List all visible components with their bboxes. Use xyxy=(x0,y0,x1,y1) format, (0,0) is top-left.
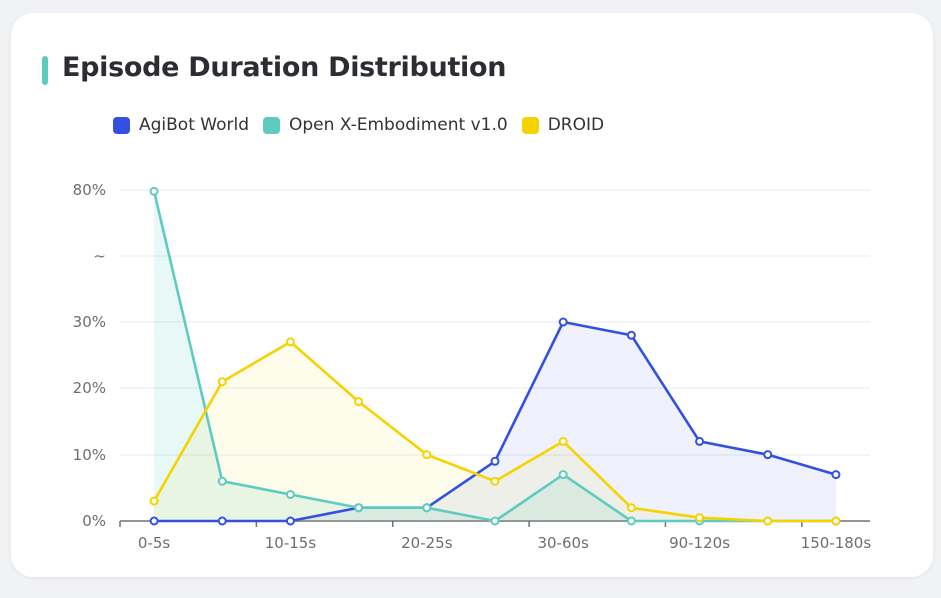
data-point xyxy=(217,377,227,387)
data-point xyxy=(422,450,432,460)
y-tick-label: 30% xyxy=(73,313,106,331)
data-point xyxy=(558,436,568,446)
data-point xyxy=(490,456,500,466)
data-point xyxy=(558,317,568,327)
data-point xyxy=(695,436,705,446)
data-point xyxy=(149,186,159,196)
x-tick-label: 10-15s xyxy=(265,534,317,552)
legend-swatch xyxy=(113,116,130,134)
x-tick-label: 90-120s xyxy=(669,534,730,552)
y-tick-label: 80% xyxy=(73,181,106,199)
x-tick-label: 30-60s xyxy=(537,534,589,552)
data-point xyxy=(558,470,568,480)
data-point xyxy=(831,516,841,526)
legend-swatch xyxy=(521,116,539,134)
data-point xyxy=(149,496,159,506)
data-point xyxy=(217,516,227,526)
data-point xyxy=(626,503,636,513)
x-tick-label: 0-5s xyxy=(138,534,170,552)
legend-swatch xyxy=(263,116,280,134)
series-area-1 xyxy=(154,191,836,521)
data-point xyxy=(626,330,636,340)
data-point xyxy=(217,476,227,486)
chart-title: Episode Duration Distribution xyxy=(62,52,507,83)
data-point xyxy=(626,516,636,526)
y-tick-label: ~ xyxy=(93,247,106,265)
y-tick-label: 10% xyxy=(73,446,106,464)
legend-label: AgiBot World xyxy=(139,115,249,135)
data-point xyxy=(422,503,432,513)
data-point xyxy=(354,397,364,407)
legend-item-agibot[interactable]: AgiBot World xyxy=(113,115,249,135)
data-point xyxy=(763,450,773,460)
x-tick-label: 150-180s xyxy=(801,534,872,552)
data-point xyxy=(831,470,841,480)
legend-label: Open X-Embodiment v1.0 xyxy=(289,115,508,135)
data-point xyxy=(763,516,773,526)
y-tick-label: 0% xyxy=(82,512,106,530)
data-point xyxy=(490,516,500,526)
data-point xyxy=(285,516,295,526)
data-point xyxy=(285,489,295,499)
legend-label: DROID xyxy=(547,115,605,135)
legend-item-droid[interactable]: DROID xyxy=(521,115,605,135)
data-point xyxy=(490,476,500,486)
x-tick-label: 20-25s xyxy=(401,534,453,552)
data-point xyxy=(285,337,295,347)
legend: AgiBot World Open X-Embodiment v1.0 DROI… xyxy=(113,115,618,135)
y-tick-label: 20% xyxy=(73,379,106,397)
series-area-2 xyxy=(154,341,836,521)
data-point xyxy=(695,513,705,523)
data-point xyxy=(149,516,159,526)
legend-item-oxe[interactable]: Open X-Embodiment v1.0 xyxy=(263,115,508,135)
title-accent-bar xyxy=(42,56,48,85)
series-area-0 xyxy=(154,322,836,521)
data-point xyxy=(354,503,364,513)
